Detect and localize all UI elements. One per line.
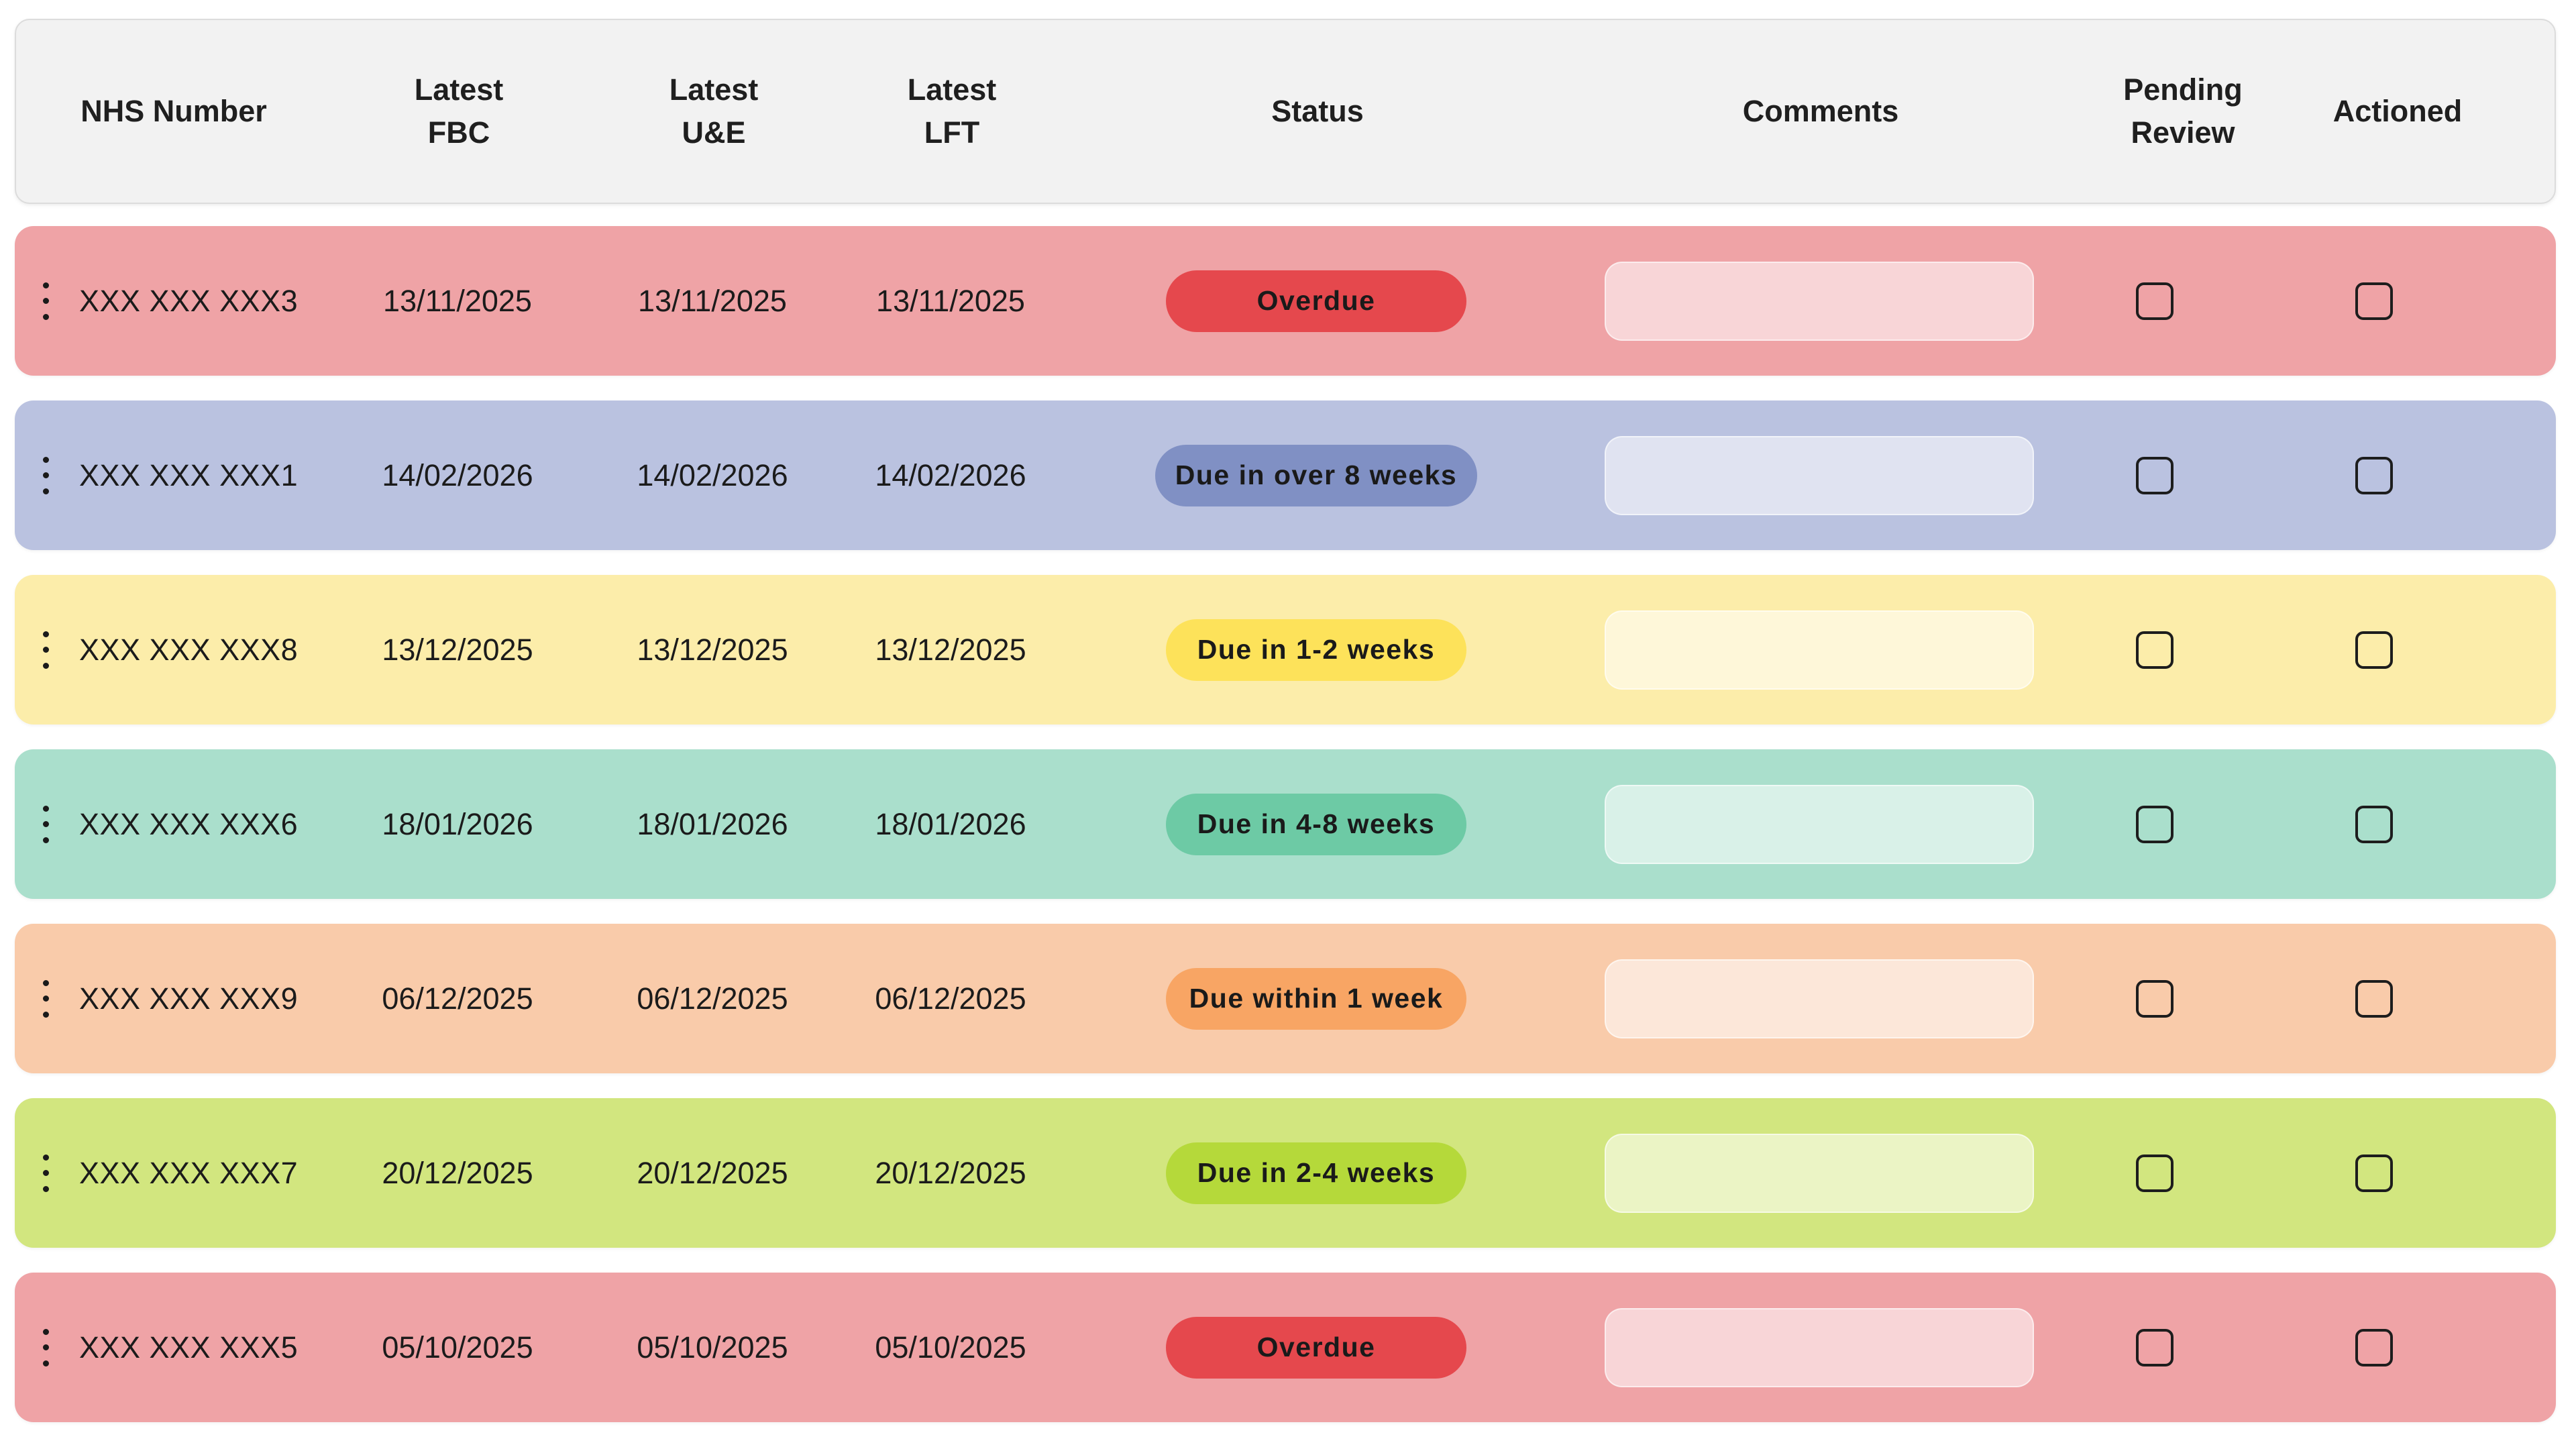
comments-input[interactable] (1605, 959, 2034, 1038)
latest-lft-date: 20/12/2025 (875, 1155, 1026, 1190)
pending-review-checkbox[interactable] (2136, 456, 2174, 494)
latest-ue-date: 18/01/2026 (637, 806, 788, 841)
latest-lft-date: 13/11/2025 (876, 283, 1025, 318)
latest-ue-date: 05/10/2025 (637, 1330, 788, 1364)
header-status[interactable]: Status (1271, 94, 1364, 128)
latest-fbc-date: 13/11/2025 (383, 283, 532, 318)
table-row: XXX XXX XXX6 18/01/2026 18/01/2026 18/01… (15, 749, 2556, 899)
actioned-checkbox[interactable] (2355, 456, 2393, 494)
pending-review-checkbox[interactable] (2136, 282, 2174, 320)
nhs-number: XXX XXX XXX1 (79, 458, 299, 492)
table-row: XXX XXX XXX3 13/11/2025 13/11/2025 13/11… (15, 226, 2556, 376)
comments-input[interactable] (1605, 1307, 2034, 1387)
comments-input[interactable] (1605, 261, 2034, 341)
table-row: XXX XXX XXX5 05/10/2025 05/10/2025 05/10… (15, 1273, 2556, 1422)
table-row: XXX XXX XXX1 14/02/2026 14/02/2026 14/02… (15, 400, 2556, 550)
actioned-checkbox[interactable] (2355, 805, 2393, 843)
latest-lft-date: 06/12/2025 (875, 981, 1026, 1016)
latest-lft-date: 05/10/2025 (875, 1330, 1026, 1364)
status-badge: Due in 4-8 weeks (1166, 793, 1466, 855)
nhs-number: XXX XXX XXX8 (79, 632, 299, 667)
comments-input[interactable] (1605, 1133, 2034, 1213)
row-menu-icon[interactable] (38, 805, 54, 843)
nhs-number: XXX XXX XXX9 (79, 981, 299, 1016)
latest-fbc-date: 18/01/2026 (382, 806, 533, 841)
actioned-checkbox[interactable] (2355, 282, 2393, 320)
header-latest-lft[interactable]: Latest LFT (907, 72, 997, 150)
pending-review-checkbox[interactable] (2136, 805, 2174, 843)
row-menu-icon[interactable] (38, 1154, 54, 1192)
nhs-number: XXX XXX XXX5 (79, 1330, 299, 1364)
actioned-checkbox[interactable] (2355, 979, 2393, 1018)
status-badge: Overdue (1166, 270, 1466, 332)
table-row: XXX XXX XXX7 20/12/2025 20/12/2025 20/12… (15, 1098, 2556, 1248)
table-body: XXX XXX XXX3 13/11/2025 13/11/2025 13/11… (15, 226, 2556, 1447)
latest-fbc-date: 06/12/2025 (382, 981, 533, 1016)
header-comments: Comments (1742, 94, 1899, 128)
pending-review-checkbox[interactable] (2136, 979, 2174, 1018)
status-badge: Due in over 8 weeks (1155, 444, 1478, 506)
comments-input[interactable] (1605, 610, 2034, 690)
row-menu-icon[interactable] (38, 979, 54, 1018)
header-latest-ue[interactable]: Latest U&E (669, 72, 759, 150)
pending-review-checkbox[interactable] (2136, 631, 2174, 669)
nhs-number: XXX XXX XXX7 (79, 1155, 299, 1190)
status-badge: Overdue (1166, 1316, 1466, 1379)
nhs-number: XXX XXX XXX3 (79, 283, 299, 318)
latest-lft-date: 18/01/2026 (875, 806, 1026, 841)
header-actioned: Actioned (2332, 94, 2463, 128)
latest-lft-date: 14/02/2026 (875, 458, 1026, 492)
row-menu-icon[interactable] (38, 282, 54, 320)
nhs-number: XXX XXX XXX6 (79, 806, 299, 841)
status-badge: Due in 2-4 weeks (1166, 1142, 1466, 1204)
latest-ue-date: 14/02/2026 (637, 458, 788, 492)
header-pending-review: Pending Review (2123, 72, 2243, 150)
latest-ue-date: 06/12/2025 (637, 981, 788, 1016)
row-menu-icon[interactable] (38, 456, 54, 494)
latest-ue-date: 13/11/2025 (638, 283, 787, 318)
header-nhs-number[interactable]: NHS Number (80, 94, 267, 128)
latest-fbc-date: 13/12/2025 (382, 632, 533, 667)
comments-input[interactable] (1605, 435, 2034, 515)
actioned-checkbox[interactable] (2355, 1328, 2393, 1366)
latest-fbc-date: 20/12/2025 (382, 1155, 533, 1190)
comments-input[interactable] (1605, 784, 2034, 864)
row-menu-icon[interactable] (38, 1328, 54, 1366)
header-latest-fbc[interactable]: Latest FBC (414, 72, 504, 150)
latest-lft-date: 13/12/2025 (875, 632, 1026, 667)
actioned-checkbox[interactable] (2355, 631, 2393, 669)
latest-fbc-date: 05/10/2025 (382, 1330, 533, 1364)
table-row: XXX XXX XXX8 13/12/2025 13/12/2025 13/12… (15, 575, 2556, 724)
row-menu-icon[interactable] (38, 631, 54, 669)
actioned-checkbox[interactable] (2355, 1154, 2393, 1192)
pending-review-checkbox[interactable] (2136, 1328, 2174, 1366)
table-header: NHS Number Latest FBC Latest U&E Latest … (15, 19, 2556, 204)
status-badge: Due within 1 week (1166, 967, 1466, 1030)
latest-fbc-date: 14/02/2026 (382, 458, 533, 492)
latest-ue-date: 13/12/2025 (637, 632, 788, 667)
status-badge: Due in 1-2 weeks (1166, 619, 1466, 681)
table-row: XXX XXX XXX9 06/12/2025 06/12/2025 06/12… (15, 924, 2556, 1073)
pending-review-checkbox[interactable] (2136, 1154, 2174, 1192)
latest-ue-date: 20/12/2025 (637, 1155, 788, 1190)
